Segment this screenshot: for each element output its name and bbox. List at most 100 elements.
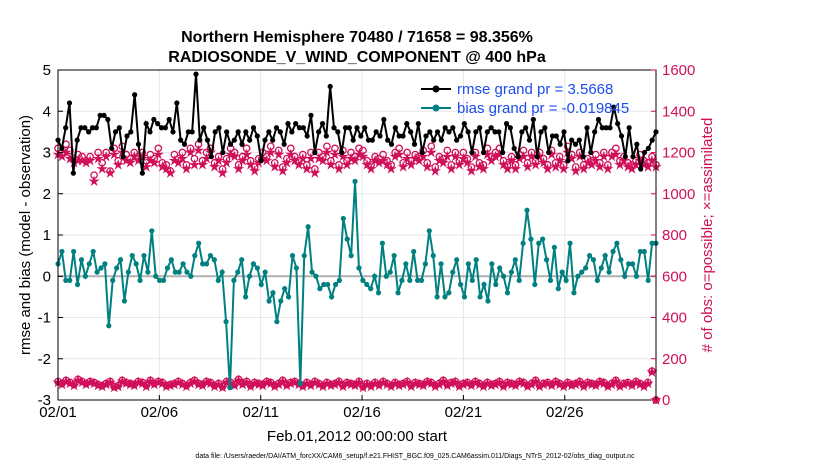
- rmse-point: [465, 129, 471, 135]
- rmse-point: [546, 149, 552, 156]
- bias-point: [489, 261, 495, 267]
- obs-assimilated-point: [377, 376, 389, 388]
- bias-point: [583, 265, 589, 271]
- obs-assimilated-point: [477, 163, 490, 174]
- rmse-point: [592, 129, 598, 135]
- obs-assimilated-point: [64, 377, 76, 389]
- rmse-point: [473, 129, 479, 135]
- bias-point: [457, 281, 464, 288]
- bias-point: [500, 273, 507, 279]
- obs-assimilated-point: [184, 146, 197, 158]
- x-tick-label: 02/01: [39, 404, 77, 421]
- obs-assimilated-point: [265, 146, 277, 158]
- y-tick-label-right: 0: [662, 392, 670, 409]
- rmse-point: [488, 125, 494, 131]
- obs-assimilated-point: [357, 150, 369, 162]
- obs-assimilated-point: [542, 377, 554, 389]
- x-axis-label: Feb.01,2012 00:00:00 start: [267, 428, 448, 445]
- bias-point: [618, 257, 624, 263]
- obs-assimilated-point: [365, 163, 377, 174]
- bias-point: [637, 248, 643, 255]
- rmse-point: [385, 137, 391, 143]
- rmse-point: [645, 145, 651, 151]
- rmse-point: [135, 141, 142, 147]
- obs-assimilated-point: [481, 377, 494, 389]
- bias-point: [614, 240, 620, 246]
- obs-assimilated-point: [594, 161, 606, 172]
- bias-point: [133, 261, 139, 267]
- obs-assimilated-point: [289, 376, 301, 388]
- bias-point: [172, 269, 178, 275]
- obs-assimilated-point: [469, 150, 482, 162]
- bias-point: [188, 273, 194, 279]
- rmse-point: [208, 154, 214, 160]
- obs-assimilated-point: [389, 377, 401, 389]
- rmse-point: [626, 125, 632, 131]
- y-axis-label-left: rmse and bias (model - observation): [17, 115, 34, 355]
- obs-assimilated-point: [493, 376, 506, 388]
- obs-assimilated-point: [269, 161, 281, 172]
- obs-assimilated-point: [240, 148, 253, 160]
- obs-assimilated-point: [461, 377, 474, 389]
- obs-assimilated-point: [377, 154, 389, 166]
- bias-point: [200, 261, 206, 267]
- bias-point: [434, 294, 440, 300]
- bias-point: [74, 281, 81, 288]
- obs-assimilated-point: [393, 148, 405, 160]
- rmse-point: [469, 149, 475, 156]
- obs-assimilated-point: [240, 376, 253, 388]
- rmse-point: [189, 129, 195, 135]
- rmse-point: [565, 158, 571, 164]
- rmse-point: [354, 125, 360, 131]
- obs-assimilated-point: [72, 374, 84, 386]
- obs-assimilated-point: [485, 154, 498, 166]
- rmse-point: [216, 125, 222, 131]
- bias-point: [629, 261, 636, 267]
- obs-assimilated-point: [630, 376, 642, 388]
- rmse-point: [431, 137, 437, 143]
- bias-point: [411, 248, 417, 255]
- rmse-point: [557, 141, 563, 147]
- bias-point: [289, 253, 296, 259]
- obs-assimilated-point: [289, 154, 301, 166]
- rmse-point: [649, 137, 655, 143]
- rmse-point: [503, 121, 510, 127]
- rmse-point: [381, 116, 387, 123]
- obs-assimilated-point: [176, 378, 189, 390]
- rmse-point: [526, 137, 533, 143]
- rmse-point: [408, 129, 414, 135]
- rmse-point: [109, 145, 115, 151]
- rmse-point: [258, 158, 264, 164]
- bias-point: [106, 323, 112, 329]
- rmse-point: [323, 133, 329, 139]
- rmse-point: [400, 133, 406, 139]
- obs-assimilated-point: [469, 376, 482, 388]
- rmse-point: [396, 133, 402, 139]
- bias-point: [157, 277, 163, 283]
- rmse-point: [193, 71, 199, 77]
- rmse-point: [254, 133, 260, 139]
- bias-point: [141, 253, 147, 259]
- bias-point: [227, 385, 233, 391]
- obs-assimilated-point: [578, 163, 590, 174]
- obs-assimilated-point: [313, 378, 325, 390]
- rmse-point: [78, 125, 84, 131]
- rmse-point: [143, 121, 149, 127]
- bias-point: [176, 269, 182, 275]
- rmse-point: [220, 149, 226, 156]
- x-tick-label: 02/26: [546, 404, 584, 421]
- rmse-point: [170, 129, 176, 135]
- obs-assimilated-point: [634, 378, 646, 390]
- bias-point: [442, 294, 448, 300]
- rmse-point: [289, 129, 295, 135]
- bias-point: [266, 298, 272, 304]
- rmse-point: [266, 129, 272, 135]
- rmse-point: [308, 112, 314, 118]
- bias-point: [348, 253, 354, 259]
- bias-point: [90, 248, 96, 255]
- obs-assimilated-point: [228, 150, 241, 162]
- obs-assimilated-point: [361, 378, 373, 390]
- obs-assimilated-point: [60, 146, 72, 158]
- obs-assimilated-point: [381, 378, 393, 390]
- rmse-point: [523, 125, 529, 131]
